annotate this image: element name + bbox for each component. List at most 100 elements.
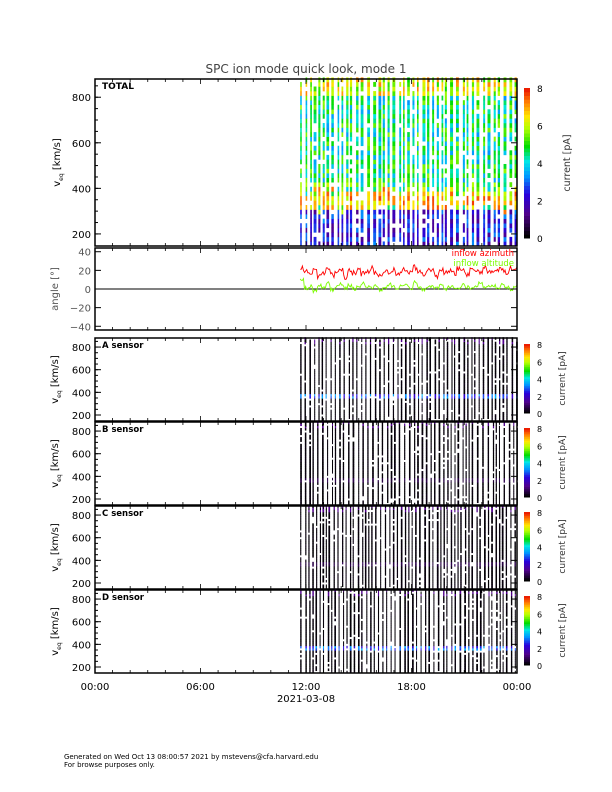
heatmap-cell <box>503 223 507 229</box>
heatmap-cell <box>443 430 445 433</box>
heatmap-cell <box>339 484 341 488</box>
heatmap-cell <box>441 86 444 92</box>
heatmap-cell <box>394 502 396 506</box>
heatmap-cell <box>466 209 469 215</box>
heatmap-cell <box>434 432 436 436</box>
heatmap-cell <box>322 232 325 238</box>
heatmap-cell <box>441 218 444 224</box>
heatmap-cell <box>443 402 445 406</box>
heatmap-cell <box>398 446 401 449</box>
heatmap-cell <box>394 430 396 433</box>
heatmap-cell <box>392 122 396 128</box>
heatmap-cell <box>356 344 358 347</box>
heatmap-cell <box>381 457 384 461</box>
heatmap-cell <box>342 502 345 506</box>
heatmap-cell <box>412 159 415 165</box>
heatmap-cell <box>360 104 364 110</box>
heatmap-cell <box>438 464 441 467</box>
heatmap-cell <box>362 493 364 497</box>
heatmap-cell <box>310 81 312 87</box>
heatmap-cell <box>476 127 480 133</box>
heatmap-cell <box>438 430 441 433</box>
heatmap-cell <box>430 459 432 463</box>
heatmap-cell <box>373 195 377 201</box>
heatmap-cell <box>326 118 330 124</box>
heatmap-cell <box>468 455 470 458</box>
spectrogram-column <box>387 421 389 504</box>
heatmap-cell <box>360 177 364 183</box>
heatmap-cell <box>462 163 465 169</box>
heatmap-cell <box>325 353 327 356</box>
heatmap-cell <box>365 411 367 415</box>
heatmap-cell <box>454 364 456 367</box>
heatmap-cell <box>407 209 410 215</box>
heatmap-cell <box>447 486 449 490</box>
heatmap-cell <box>491 344 493 347</box>
heatmap-cell <box>426 409 428 413</box>
heatmap-cell <box>312 498 314 501</box>
heatmap-cell <box>379 396 381 399</box>
heatmap-cell <box>341 236 344 242</box>
heatmap-cell <box>387 154 390 160</box>
heatmap-cell <box>300 348 302 352</box>
heatmap-cell <box>444 195 447 201</box>
heatmap-cell <box>339 380 341 383</box>
heatmap-cell <box>403 104 405 110</box>
heatmap-cell <box>378 77 382 83</box>
heatmap-cell <box>494 407 497 410</box>
heatmap-cell <box>318 191 321 197</box>
heatmap-cell <box>348 353 351 356</box>
heatmap-cell <box>503 218 507 224</box>
heatmap-cell <box>372 493 374 497</box>
heatmap-cell <box>425 493 428 497</box>
heatmap-cell <box>506 357 508 361</box>
heatmap-cell <box>381 466 384 470</box>
heatmap-cell <box>300 95 302 101</box>
heatmap-cell <box>321 339 324 343</box>
heatmap-cell <box>438 396 440 399</box>
heatmap-cell <box>404 339 407 343</box>
heatmap-cell <box>450 104 454 110</box>
heatmap-cell <box>476 100 480 106</box>
heatmap-cell <box>403 223 405 229</box>
heatmap-cell <box>494 359 497 363</box>
heatmap-cell <box>457 437 460 440</box>
heatmap-cell <box>502 359 505 363</box>
heatmap-cell <box>399 163 402 169</box>
heatmap-cell <box>356 416 358 420</box>
heatmap-cell <box>482 400 485 404</box>
heatmap-cell <box>309 493 311 497</box>
heatmap-cell <box>408 471 411 474</box>
heatmap-cell <box>374 355 377 358</box>
heatmap-cell <box>325 414 327 417</box>
heatmap-cell <box>412 91 415 96</box>
heatmap-cell <box>502 348 505 352</box>
heatmap-cell <box>399 159 402 165</box>
heatmap-cell <box>317 482 319 485</box>
heatmap-cell <box>429 380 432 383</box>
heatmap-cell <box>400 339 403 343</box>
heatmap-cell <box>367 145 370 151</box>
heatmap-cell <box>326 163 330 169</box>
heatmap-cell <box>438 400 440 404</box>
heatmap-cell <box>467 339 469 343</box>
heatmap-cell <box>377 493 379 497</box>
heatmap-cell <box>383 377 385 381</box>
heatmap-cell <box>361 350 363 354</box>
heatmap-cell <box>427 173 430 178</box>
heatmap-cell <box>446 368 449 372</box>
heatmap-cell <box>352 452 355 456</box>
heatmap-cell <box>305 127 308 133</box>
heatmap-cell <box>465 480 467 483</box>
heatmap-cell <box>367 209 370 215</box>
heatmap-cell <box>327 491 329 494</box>
spectrogram-column <box>509 77 513 247</box>
spectrogram-column <box>346 77 349 247</box>
heatmap-cell <box>446 341 449 345</box>
heatmap-cell <box>356 136 359 142</box>
heatmap-cell <box>337 109 340 115</box>
heatmap-cell <box>503 195 507 201</box>
heatmap-cell <box>429 346 432 349</box>
heatmap-cell <box>438 452 441 456</box>
heatmap-cell <box>491 405 493 408</box>
